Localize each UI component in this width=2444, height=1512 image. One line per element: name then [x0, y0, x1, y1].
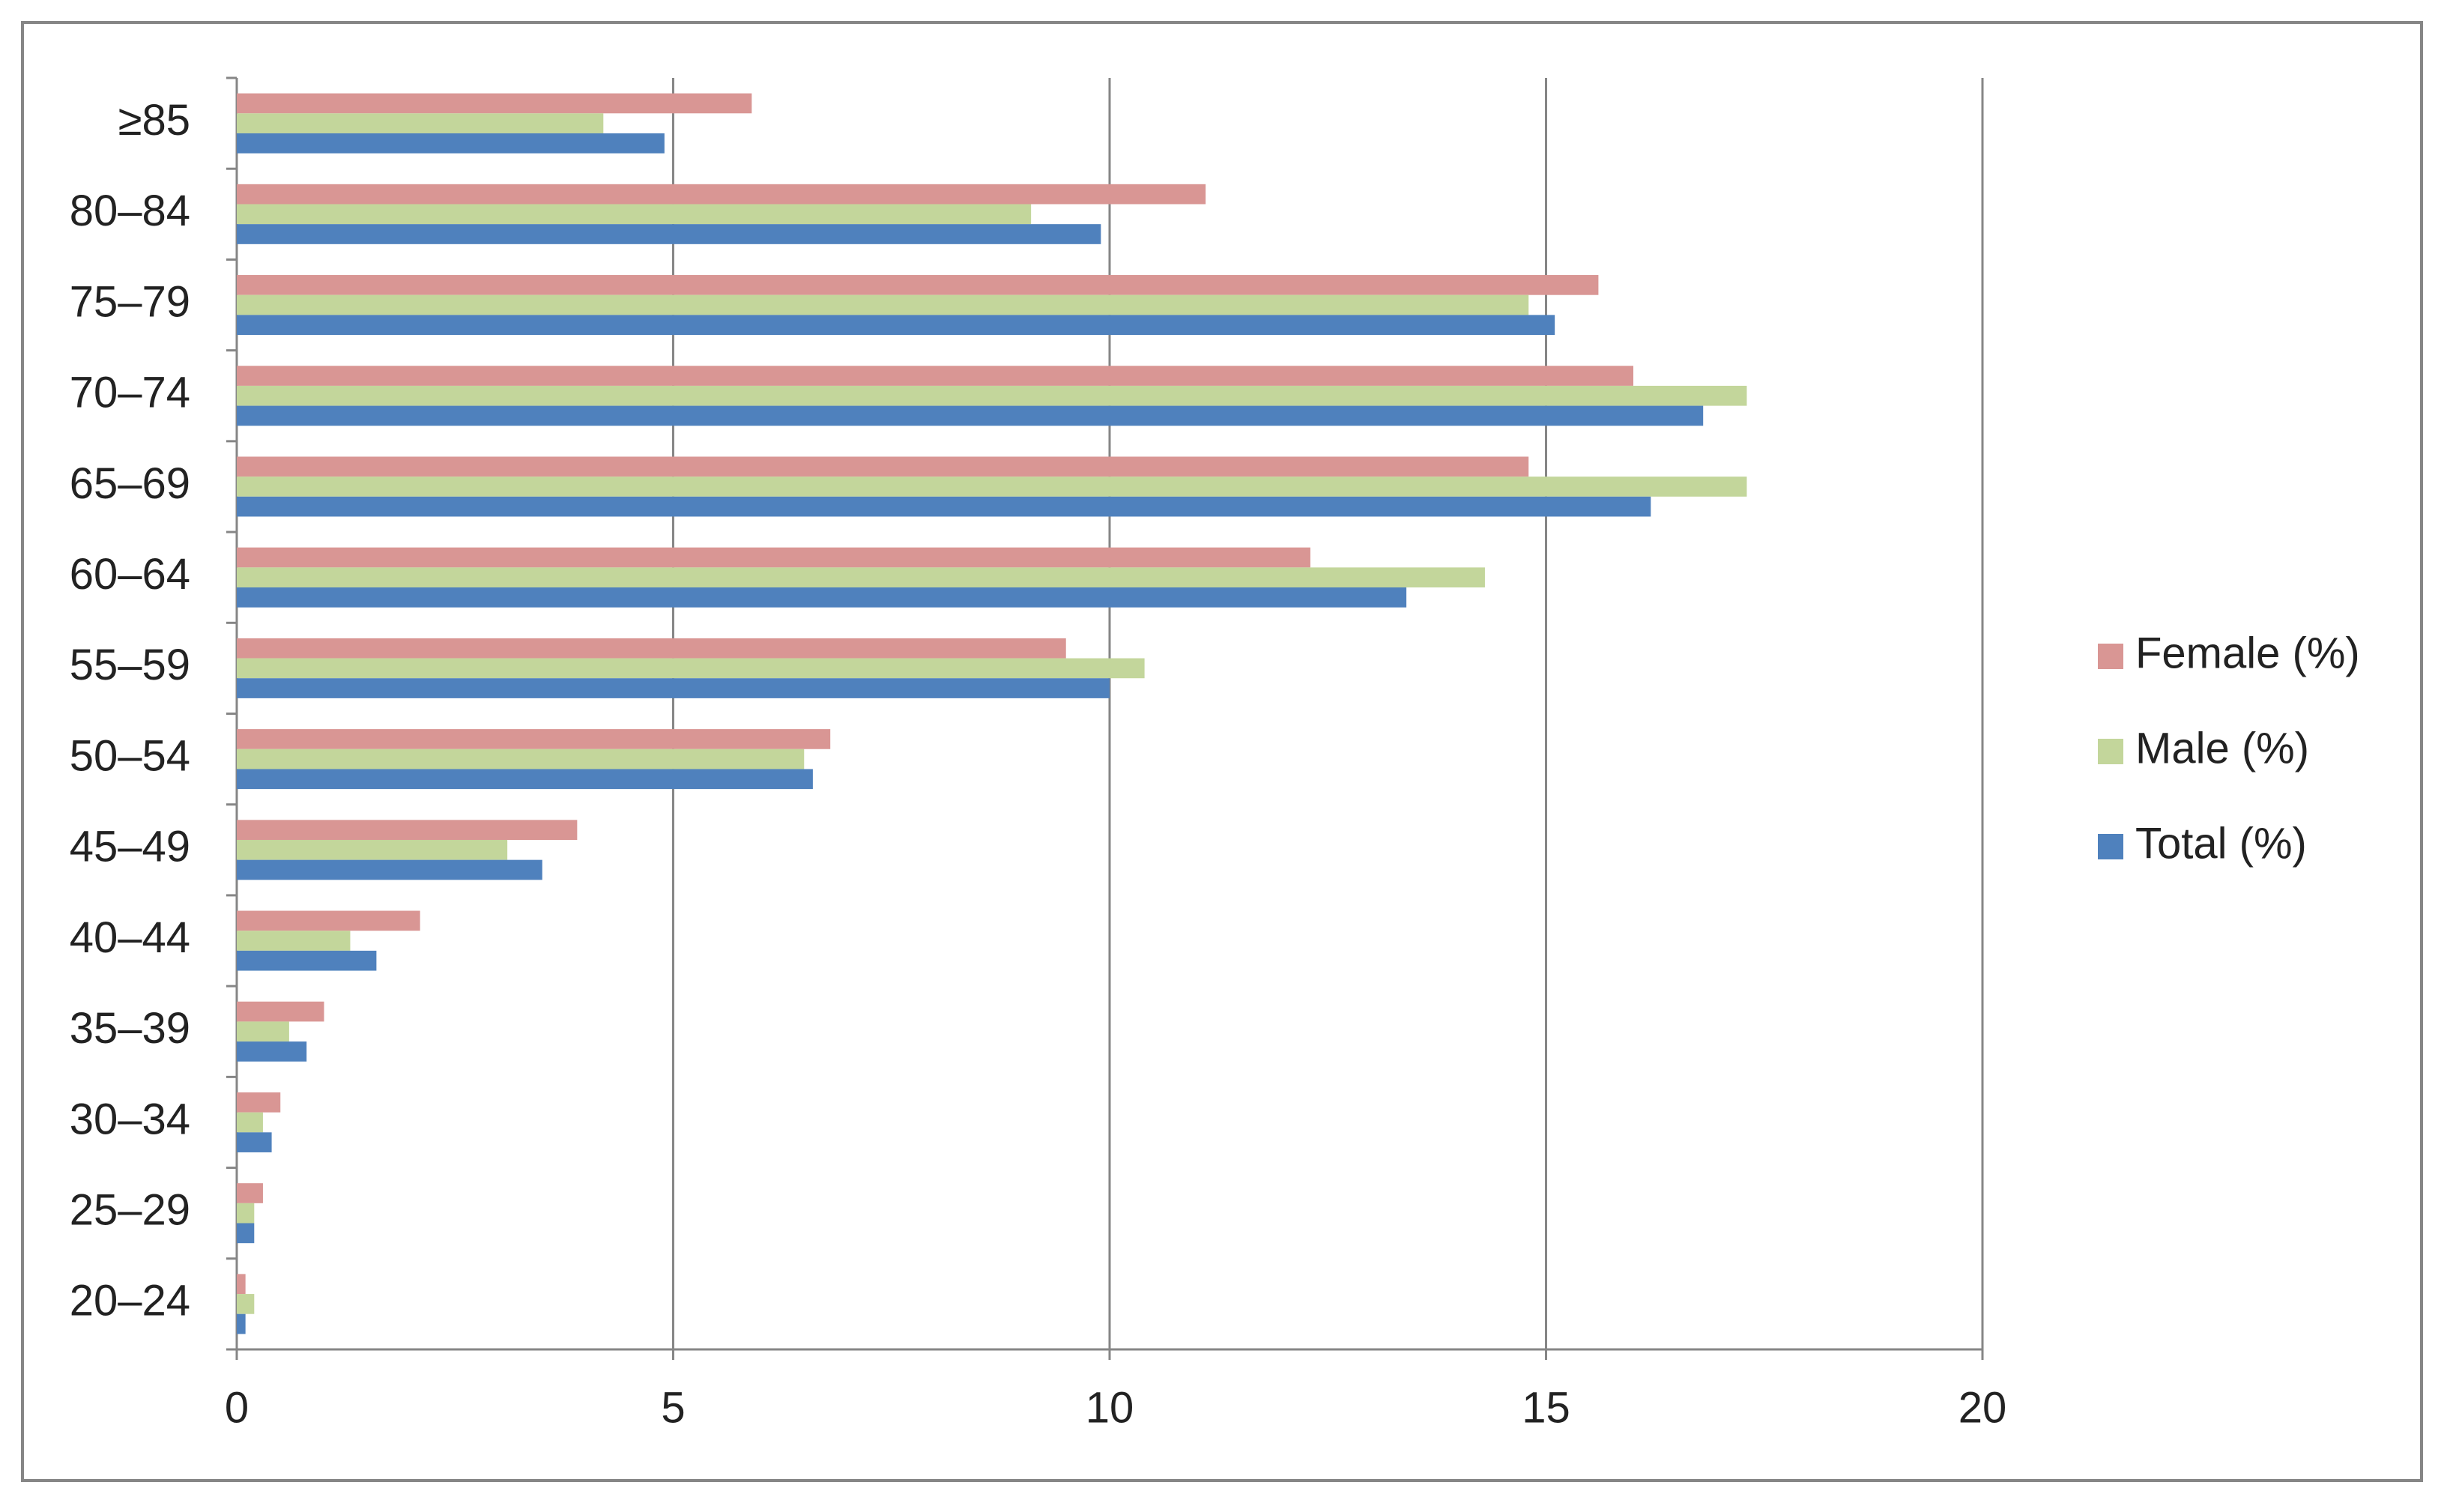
chart-border — [21, 21, 2423, 1482]
y-tick-label: 65–69 — [70, 459, 190, 508]
bar — [237, 1092, 281, 1113]
y-tick-label: 80–84 — [70, 187, 190, 235]
bar — [237, 729, 831, 749]
bar — [237, 224, 1101, 244]
bar — [237, 1313, 246, 1334]
y-tick-label: 60–64 — [70, 550, 190, 599]
bar — [237, 678, 1110, 698]
bar — [237, 366, 1633, 386]
bar — [237, 294, 1529, 315]
bar — [237, 769, 813, 790]
y-tick-label: 50–54 — [70, 731, 190, 780]
bar — [237, 567, 1485, 588]
y-tick-label: 35–39 — [70, 1004, 190, 1053]
legend-swatch — [2098, 739, 2123, 764]
bar — [237, 859, 542, 880]
bar — [237, 315, 1555, 336]
x-tick-label: 5 — [661, 1383, 685, 1432]
bar — [237, 931, 351, 951]
bar — [237, 1112, 263, 1133]
legend-swatch — [2098, 644, 2123, 669]
x-tick-label: 10 — [1086, 1383, 1134, 1432]
bar — [237, 1132, 272, 1152]
bar — [237, 385, 1747, 406]
bar — [237, 1001, 324, 1022]
y-tick-label: 70–74 — [70, 369, 190, 417]
bar — [237, 547, 1310, 568]
x-tick-label: 15 — [1522, 1383, 1570, 1432]
x-tick-label: 20 — [1958, 1383, 2007, 1432]
legend-label: Male (%) — [2135, 724, 2309, 772]
bar — [237, 839, 508, 860]
y-tick-label: ≥85 — [118, 96, 190, 145]
x-tick-label: 0 — [225, 1383, 249, 1432]
legend-label: Female (%) — [2135, 629, 2360, 677]
bar — [237, 1041, 307, 1062]
bar — [237, 113, 604, 133]
bar — [237, 275, 1599, 295]
bar — [237, 1223, 255, 1244]
bar — [237, 1203, 255, 1224]
bar — [237, 93, 752, 114]
bar — [237, 749, 805, 769]
legend-swatch — [2098, 834, 2123, 859]
bar — [237, 1183, 263, 1203]
bar — [237, 405, 1704, 426]
y-tick-label: 20–24 — [70, 1277, 190, 1325]
bar — [237, 820, 578, 840]
bar — [237, 496, 1651, 517]
bar — [237, 1274, 246, 1295]
y-tick-label: 40–44 — [70, 913, 190, 962]
bar — [237, 133, 665, 154]
bar — [237, 184, 1206, 205]
y-tick-label: 45–49 — [70, 823, 190, 871]
bar — [237, 1294, 255, 1314]
bar — [237, 950, 377, 971]
bar — [237, 587, 1407, 608]
y-tick-label: 75–79 — [70, 277, 190, 326]
bar — [237, 658, 1145, 679]
y-tick-label: 30–34 — [70, 1095, 190, 1143]
bar — [237, 638, 1066, 659]
y-tick-label: 25–29 — [70, 1186, 190, 1235]
bar — [237, 204, 1032, 225]
bar — [237, 477, 1747, 497]
legend-label: Total (%) — [2135, 819, 2307, 868]
bar — [237, 456, 1529, 477]
bar — [237, 1021, 289, 1042]
bar — [237, 910, 420, 931]
y-tick-label: 55–59 — [70, 641, 190, 689]
